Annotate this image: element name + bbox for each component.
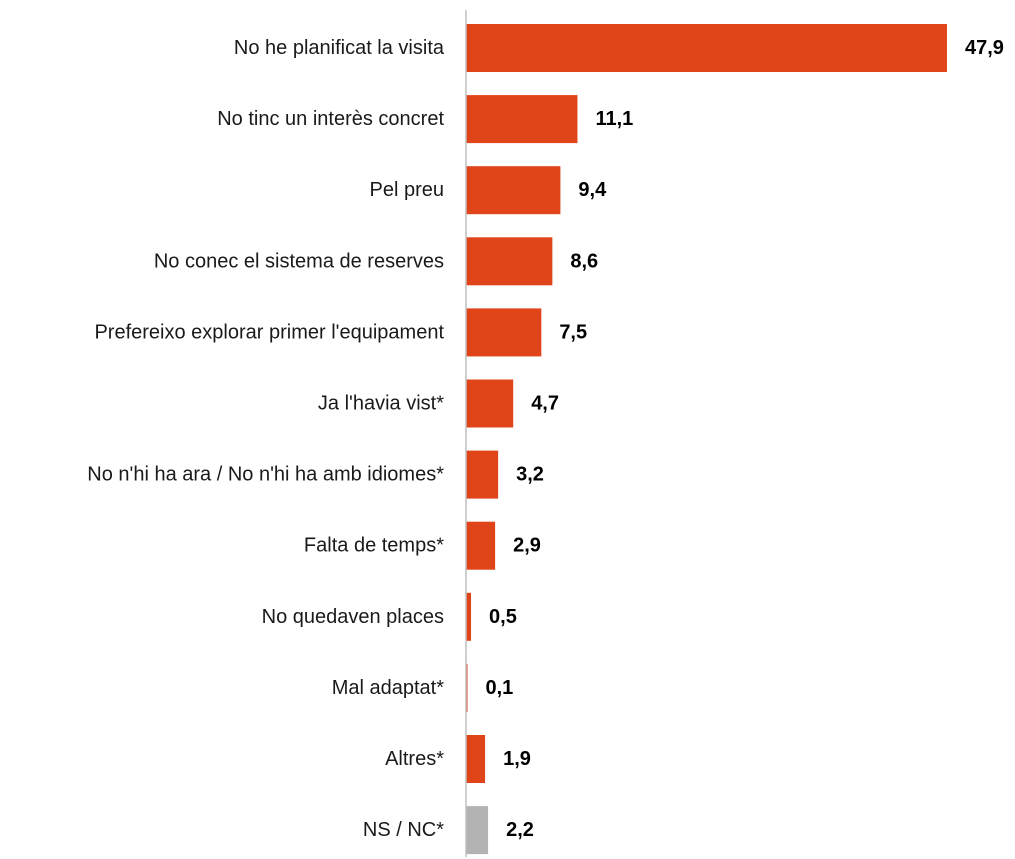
value-label: 1,9 bbox=[503, 748, 531, 770]
bar bbox=[466, 450, 499, 499]
bar bbox=[466, 166, 561, 215]
bar bbox=[466, 521, 496, 570]
category-label: No he planificat la visita bbox=[234, 37, 445, 59]
category-labels-group: No he planificat la visita No tinc un int… bbox=[87, 37, 445, 841]
value-label: 0,1 bbox=[486, 677, 514, 699]
bars-group bbox=[466, 24, 947, 855]
bar bbox=[466, 735, 486, 783]
value-label: 47,9 bbox=[965, 37, 1004, 59]
category-label: Prefereixo explorar primer l'equipament bbox=[94, 321, 444, 343]
category-label: Ja l'havia vist* bbox=[318, 393, 444, 415]
value-label: 2,2 bbox=[506, 819, 534, 841]
category-label: Falta de temps* bbox=[304, 535, 444, 557]
category-label: Mal adaptat* bbox=[332, 677, 445, 699]
bar bbox=[466, 308, 542, 357]
bar bbox=[466, 379, 514, 428]
bar bbox=[466, 24, 947, 72]
value-label: 0,5 bbox=[489, 606, 517, 628]
bar bbox=[466, 237, 553, 286]
category-label: Pel preu bbox=[370, 179, 445, 201]
bar bbox=[466, 806, 489, 855]
value-label: 3,2 bbox=[516, 464, 544, 486]
bar bbox=[466, 95, 578, 144]
category-label: Altres* bbox=[385, 748, 444, 770]
category-label: No tinc un interès concret bbox=[217, 108, 444, 130]
value-label: 8,6 bbox=[570, 250, 598, 272]
category-label: No conec el sistema de reserves bbox=[154, 250, 444, 272]
value-label: 7,5 bbox=[559, 321, 587, 343]
value-label: 2,9 bbox=[513, 535, 541, 557]
value-labels-group: 47,9 11,1 9,4 8,6 7,5 4,7 3,2 2,9 0,5 0,1 1,9 2,2 bbox=[486, 37, 1004, 841]
value-label: 9,4 bbox=[578, 179, 607, 201]
bar bbox=[466, 592, 472, 641]
value-label: 11,1 bbox=[595, 108, 633, 130]
category-label: NS / NC* bbox=[363, 819, 444, 841]
category-label: No quedaven places bbox=[262, 606, 444, 628]
value-label: 4,7 bbox=[531, 393, 559, 415]
category-label: No n'hi ha ara / No n'hi ha amb idiomes* bbox=[87, 464, 444, 486]
